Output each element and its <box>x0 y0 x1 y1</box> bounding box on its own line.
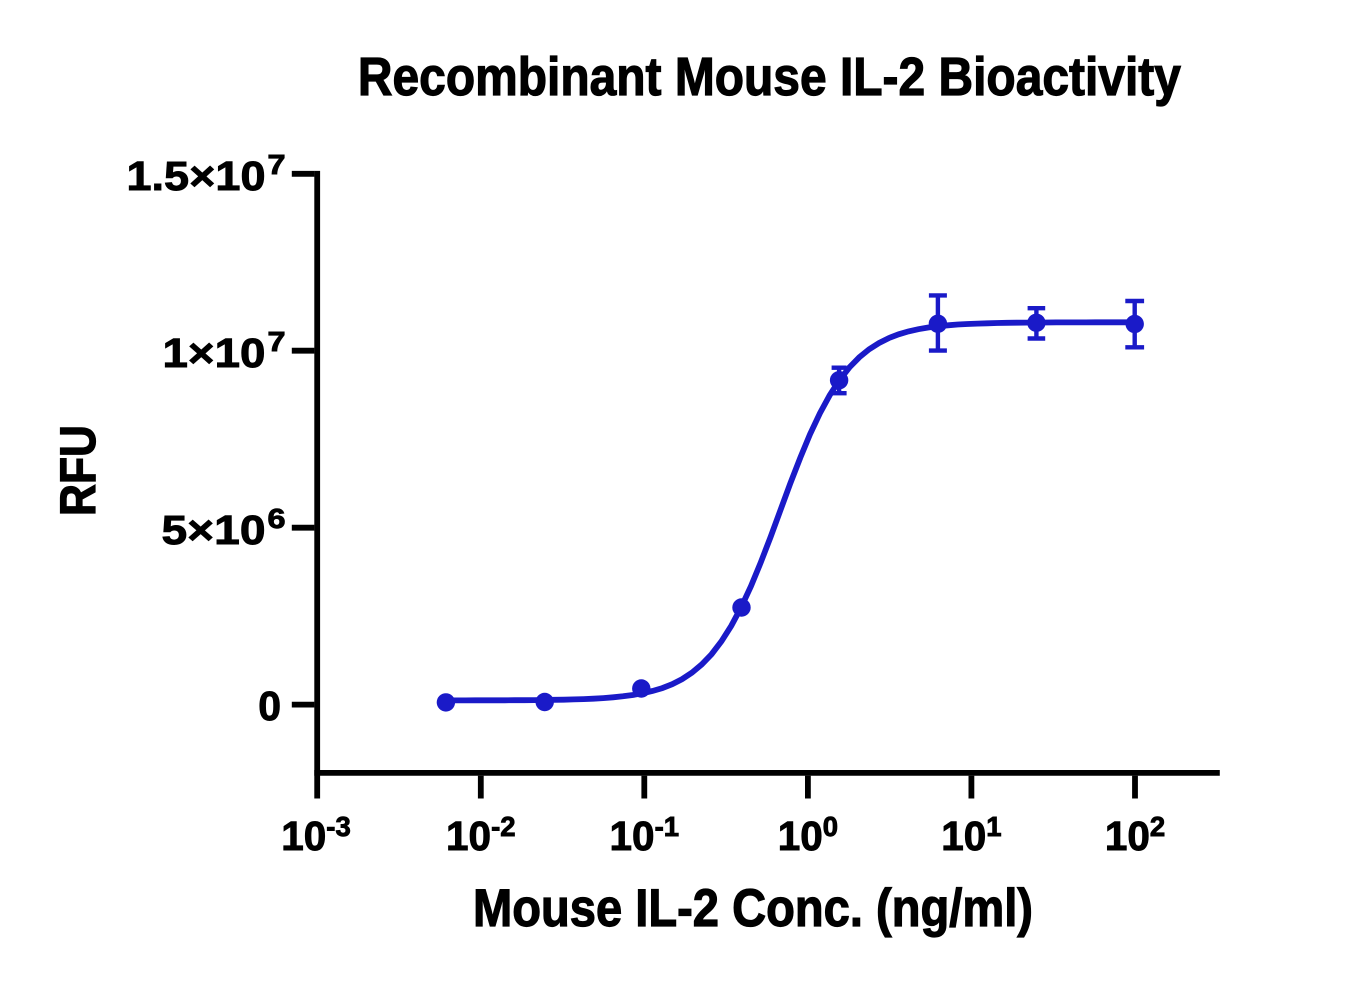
svg-text:101: 101 <box>941 811 1001 859</box>
svg-text:RFU: RFU <box>49 425 106 516</box>
svg-text:1.5×107: 1.5×107 <box>127 149 286 199</box>
svg-text:Recombinant Mouse IL-2 Bioacti: Recombinant Mouse IL-2 Bioactivity <box>358 47 1181 107</box>
svg-text:0: 0 <box>258 683 281 729</box>
svg-text:10-3: 10-3 <box>281 811 351 859</box>
svg-text:10-2: 10-2 <box>446 811 516 859</box>
svg-text:Mouse IL-2 Conc. (ng/ml): Mouse IL-2 Conc. (ng/ml) <box>473 879 1033 938</box>
svg-text:10-1: 10-1 <box>610 811 680 859</box>
svg-text:100: 100 <box>778 811 838 859</box>
svg-text:5×106: 5×106 <box>162 503 286 553</box>
svg-text:102: 102 <box>1105 811 1165 859</box>
svg-text:1×107: 1×107 <box>163 326 286 376</box>
